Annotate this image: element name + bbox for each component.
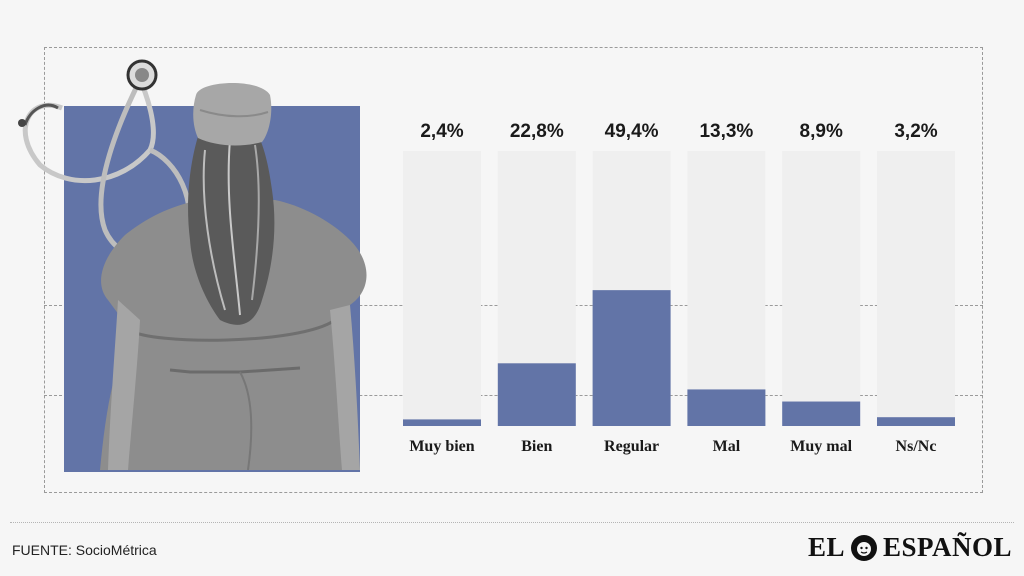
logo-text-left: EL (807, 532, 845, 562)
brand-logo: EL ESPAÑOL (808, 532, 1012, 563)
bar (687, 389, 766, 426)
bar (403, 419, 481, 426)
chart-frame (44, 47, 983, 493)
value-label: 8,9% (800, 121, 843, 142)
logo-text-right: ESPAÑOL (882, 532, 1012, 562)
bar (592, 290, 671, 426)
category-label: Muy bien (409, 438, 474, 455)
bar-track (782, 151, 861, 426)
bar (877, 417, 955, 426)
footer-divider (10, 522, 1014, 523)
bar-track (877, 151, 955, 426)
source-note: FUENTE: SocioMétrica (12, 542, 157, 558)
value-label: 22,8% (510, 121, 564, 142)
bar-track (687, 151, 766, 426)
category-label: Muy mal (790, 438, 852, 455)
bar-track (403, 151, 481, 426)
category-label: Regular (604, 438, 659, 455)
category-label: Ns/Nc (896, 438, 937, 455)
category-label: Mal (713, 438, 741, 455)
bar (497, 363, 576, 426)
value-label: 2,4% (420, 121, 463, 142)
nurse-figure (100, 82, 367, 471)
value-label: 49,4% (605, 121, 659, 142)
value-label: 3,2% (894, 121, 937, 142)
bar (782, 401, 861, 426)
stethoscope-icon (18, 59, 192, 263)
category-label: Bien (521, 438, 552, 455)
lion-icon (850, 534, 877, 561)
value-label: 13,3% (699, 121, 753, 142)
